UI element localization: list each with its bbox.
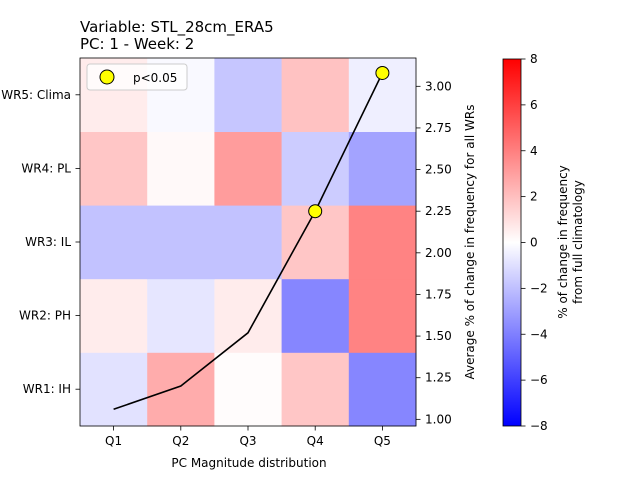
- colorbar-tick-label: 2: [530, 190, 538, 204]
- colorbar-label-line1: % of change in frequency: [556, 165, 570, 319]
- colorbar-tick-label: 6: [530, 98, 538, 112]
- y-tick-label: WR4: PL: [21, 161, 71, 175]
- y2-tick-label: 2.75: [425, 121, 452, 135]
- heat-cell-wr1-q5: [348, 352, 417, 427]
- heat-cell-wr4-q4: [281, 131, 350, 206]
- colorbar-tick-label: 0: [530, 236, 538, 250]
- y2-tick-label: 2.25: [425, 204, 452, 218]
- heat-cell-wr1-q4: [281, 352, 350, 427]
- x-axis-label: PC Magnitude distribution: [171, 456, 326, 470]
- heat-cell-wr1-q3: [214, 352, 282, 427]
- y2-tick-label: 1.50: [425, 329, 452, 343]
- y2-tick-label: 2.50: [425, 163, 452, 177]
- heat-cell-wr2-q1: [80, 278, 148, 353]
- colorbar-label-line2: from full climatology: [571, 180, 585, 304]
- legend-box: [86, 63, 188, 91]
- heat-cell-wr4-q3: [214, 131, 282, 206]
- x-tick-label: Q4: [307, 434, 324, 448]
- colorbar-tick-label: −6: [530, 373, 548, 387]
- y2-tick-label: 2.00: [425, 246, 452, 260]
- x-tick-label: Q1: [105, 434, 122, 448]
- heat-cell-wr3-q3: [214, 205, 282, 280]
- significant-marker-q5: [375, 65, 390, 80]
- chart-title-line1: Variable: STL_28cm_ERA5: [80, 18, 274, 37]
- x-tick-label: Q2: [172, 434, 189, 448]
- heat-cell-wr5-q4: [281, 58, 350, 132]
- colorbar-tick-label: 4: [530, 144, 538, 158]
- heat-cell-wr1-q1: [80, 352, 148, 427]
- heat-cell-wr3-q1: [80, 205, 148, 280]
- heat-cell-wr2-q4: [281, 278, 350, 353]
- colorbar-tick-label: 8: [530, 52, 538, 66]
- heat-cell-wr4-q5: [348, 131, 417, 206]
- heat-cell-wr2-q2: [147, 278, 215, 353]
- heat-cell-wr2-q5: [348, 278, 417, 353]
- legend-marker: [99, 69, 115, 85]
- significant-marker-q4: [308, 204, 323, 219]
- y2-tick-label: 1.75: [425, 287, 452, 301]
- y-tick-label: WR3: IL: [25, 235, 71, 249]
- legend: p<0.05: [86, 63, 188, 91]
- y2-tick-label: 1.25: [425, 371, 452, 385]
- heat-cell-wr1-q2: [147, 352, 215, 427]
- x-tick-label: Q5: [374, 434, 391, 448]
- heat-cell-wr5-q3: [214, 58, 282, 132]
- y2-axis-label: Average % of change in frequency for all…: [463, 104, 477, 379]
- colorbar-tick-label: −8: [530, 419, 548, 433]
- heat-cell-wr4-q1: [80, 131, 148, 206]
- y-tick-label: WR1: IH: [23, 382, 71, 396]
- y-tick-label: WR2: PH: [19, 309, 71, 323]
- heat-cell-wr3-q5: [348, 205, 417, 280]
- colorbar-tick-label: −4: [530, 327, 548, 341]
- x-tick-label: Q3: [239, 434, 256, 448]
- heat-cell-wr3-q2: [147, 205, 215, 280]
- y2-tick-label: 1.00: [425, 412, 452, 426]
- y-tick-label: WR5: Clima: [1, 88, 71, 102]
- series-line: [113, 72, 384, 411]
- heat-cell-wr4-q2: [147, 131, 215, 206]
- colorbar: [502, 58, 522, 427]
- chart-title-line2: PC: 1 - Week: 2: [80, 35, 194, 53]
- y2-tick-label: 3.00: [425, 79, 452, 93]
- colorbar-tick-label: −2: [530, 281, 548, 295]
- legend-label: p<0.05: [133, 71, 177, 85]
